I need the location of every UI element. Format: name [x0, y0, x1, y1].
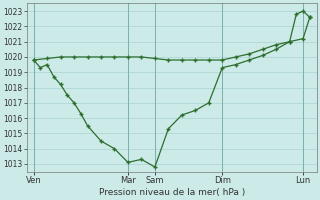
X-axis label: Pression niveau de la mer( hPa ): Pression niveau de la mer( hPa ) [99, 188, 245, 197]
